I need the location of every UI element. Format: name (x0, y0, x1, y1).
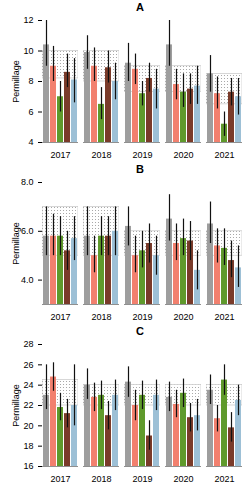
svg-text:6: 6 (28, 107, 33, 117)
svg-text:2018: 2018 (91, 474, 111, 484)
svg-text:2017: 2017 (50, 150, 70, 160)
svg-text:22: 22 (23, 400, 33, 410)
svg-text:4: 4 (28, 137, 33, 147)
svg-text:Permillage: Permillage (11, 60, 21, 103)
svg-text:2020: 2020 (173, 150, 193, 160)
svg-text:2018: 2018 (91, 312, 111, 322)
svg-text:10: 10 (23, 46, 33, 56)
svg-text:26: 26 (23, 360, 33, 370)
svg-text:28: 28 (23, 339, 33, 349)
html-text:B: B (136, 163, 144, 175)
svg-text:8.0: 8.0 (21, 177, 34, 187)
svg-text:16: 16 (23, 461, 33, 471)
svg-text:Permillage: Permillage (11, 222, 21, 265)
html-text:A: A (136, 1, 144, 13)
svg-text:2017: 2017 (50, 474, 70, 484)
svg-text:4.0: 4.0 (21, 275, 34, 285)
svg-text:2019: 2019 (132, 312, 152, 322)
svg-text:18: 18 (23, 441, 33, 451)
svg-text:2020: 2020 (173, 474, 193, 484)
svg-text:2019: 2019 (132, 474, 152, 484)
svg-text:2019: 2019 (132, 150, 152, 160)
svg-text:2021: 2021 (214, 312, 234, 322)
svg-text:2017: 2017 (50, 312, 70, 322)
svg-text:2018: 2018 (91, 150, 111, 160)
svg-text:20: 20 (23, 421, 33, 431)
svg-text:2020: 2020 (173, 312, 193, 322)
svg-text:12: 12 (23, 15, 33, 25)
svg-text:24: 24 (23, 380, 33, 390)
svg-text:Permillage: Permillage (11, 384, 21, 427)
svg-text:6.0: 6.0 (21, 226, 34, 236)
svg-text:8: 8 (28, 76, 33, 86)
html-text:C: C (136, 325, 144, 337)
svg-text:2021: 2021 (214, 150, 234, 160)
svg-text:2021: 2021 (214, 474, 234, 484)
